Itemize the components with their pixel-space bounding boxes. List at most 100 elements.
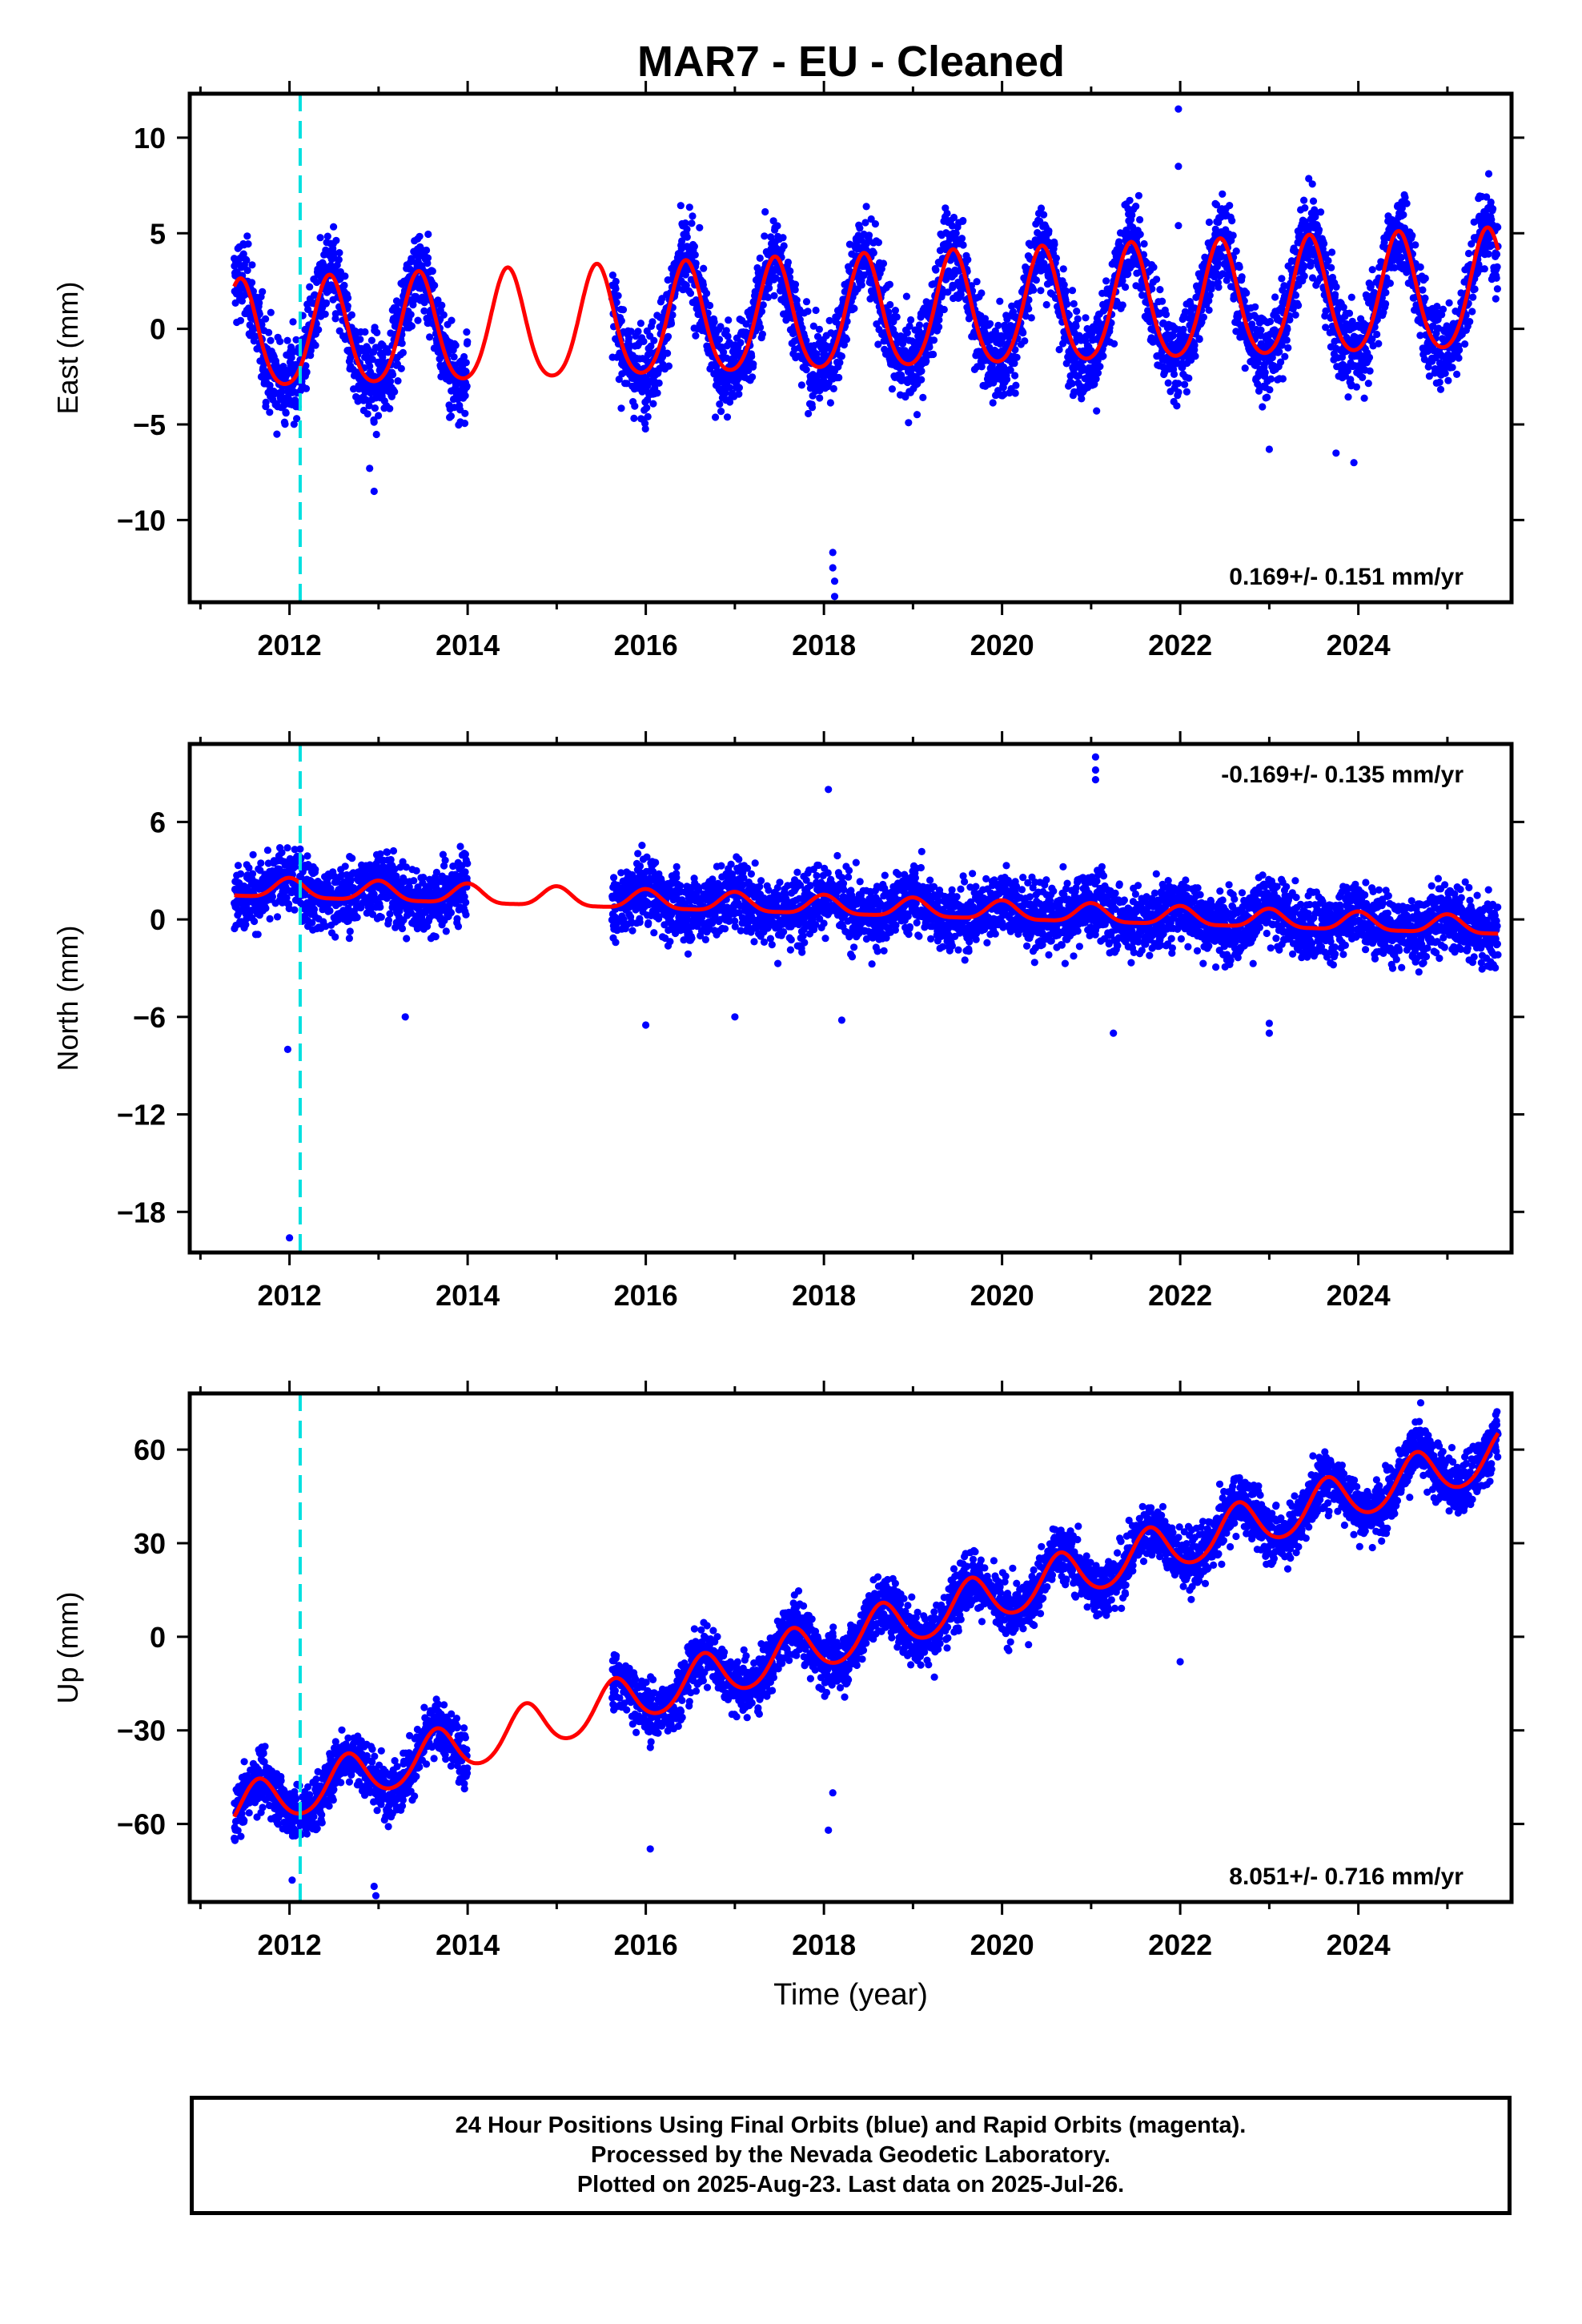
east-obs-point xyxy=(1059,265,1067,273)
east-obs-point xyxy=(625,341,633,349)
east-obs-point xyxy=(915,321,924,329)
panel-east: 2012 2014 2016 2018 2020 2022 20241050−5−10Eas… xyxy=(51,81,1524,661)
east-obs-point xyxy=(1019,329,1027,337)
east-obs-point xyxy=(677,202,685,210)
east-outlier-point xyxy=(830,577,839,585)
east-obs-point xyxy=(797,381,806,389)
east-obs-point xyxy=(1040,211,1048,219)
east-obs-point xyxy=(809,322,817,330)
east-obs-point xyxy=(612,299,620,307)
east-obs-point xyxy=(1153,275,1161,283)
north-obs-point xyxy=(303,852,311,860)
east-obs-point xyxy=(1480,265,1488,273)
east-obs-point xyxy=(1382,300,1390,308)
east-obs-point xyxy=(1185,374,1193,382)
east-obs-point xyxy=(871,220,879,228)
east-obs-point xyxy=(1291,311,1299,319)
north-obs-point xyxy=(249,850,257,858)
east-obs-point xyxy=(424,254,432,262)
east-obs-point xyxy=(1416,263,1424,271)
east-obs-point xyxy=(648,318,656,326)
east-outlier-point xyxy=(366,464,374,472)
east-obs-point xyxy=(322,299,331,307)
east-obs-point xyxy=(397,364,405,372)
east-obs-point xyxy=(1286,316,1294,324)
east-obs-point xyxy=(769,217,777,225)
east-obs-point xyxy=(1012,381,1020,389)
east-obs-point xyxy=(463,328,471,336)
north-obs-point xyxy=(296,845,304,853)
east-obs-point xyxy=(758,330,767,338)
north-obs-point xyxy=(254,931,262,939)
east-obs-point xyxy=(683,225,691,233)
east-obs-point xyxy=(643,404,651,412)
east-obs-point xyxy=(243,232,251,240)
east-obs-point xyxy=(902,292,910,300)
east-obs-point xyxy=(1191,341,1199,349)
east-obs-point xyxy=(273,430,281,438)
east-obs-point xyxy=(619,306,628,314)
east-obs-point xyxy=(784,258,793,267)
east-obs-point xyxy=(1484,250,1492,258)
east-obs-point xyxy=(617,317,625,325)
east-obs-point xyxy=(367,336,375,344)
east-obs-point xyxy=(856,224,864,232)
east-obs-point xyxy=(636,320,645,328)
north-obs-point xyxy=(263,846,271,854)
east-obs-point xyxy=(335,255,343,263)
east-obs-point xyxy=(723,413,732,421)
east-obs-point xyxy=(1408,231,1416,239)
east-obs-point xyxy=(1461,340,1469,348)
east-outlier-point xyxy=(830,593,839,601)
east-obs-point xyxy=(1441,369,1449,377)
east-obs-point xyxy=(1375,340,1383,348)
east-obs-point xyxy=(612,285,620,293)
east-obs-point xyxy=(913,411,921,419)
east-obs-point xyxy=(248,279,256,287)
east-obs-point xyxy=(1241,364,1249,372)
east-obs-point xyxy=(1421,294,1429,302)
east-obs-point xyxy=(812,306,820,315)
east-obs-point xyxy=(1266,386,1274,394)
east-obs-point xyxy=(1257,326,1265,334)
east-obs-point xyxy=(363,410,371,418)
east-obs-point xyxy=(1347,293,1355,301)
east-obs-point xyxy=(712,413,720,421)
east-obs-point xyxy=(756,254,764,262)
east-obs-point xyxy=(452,341,460,349)
east-obs-point xyxy=(1493,285,1501,293)
east-obs-point xyxy=(816,394,824,402)
east-obs-point xyxy=(236,316,245,324)
east-obs-point xyxy=(1173,402,1181,410)
east-obs-point xyxy=(919,393,927,401)
east-obs-point xyxy=(1364,380,1372,388)
north-observations xyxy=(231,753,1502,1242)
east-x-tick-label: 2016 xyxy=(614,629,678,661)
east-obs-point xyxy=(428,267,436,275)
east-obs-point xyxy=(1275,348,1283,356)
east-obs-point xyxy=(323,232,331,240)
east-obs-point xyxy=(1021,337,1029,345)
east-obs-point xyxy=(1226,202,1234,210)
east-obs-point xyxy=(1132,203,1140,211)
east-obs-point xyxy=(447,412,456,420)
east-obs-point xyxy=(773,222,781,230)
east-obs-point xyxy=(1126,196,1134,204)
east-obs-point xyxy=(886,300,894,309)
east-obs-point xyxy=(786,267,794,275)
east-obs-point xyxy=(267,336,275,344)
east-obs-point xyxy=(1050,240,1058,248)
east-obs-point xyxy=(922,357,930,365)
east-obs-point xyxy=(262,398,270,406)
east-y-axis-label: East (mm) xyxy=(51,282,84,415)
east-obs-point xyxy=(283,336,291,344)
east-obs-point xyxy=(829,384,837,392)
east-obs-point xyxy=(669,311,677,319)
east-obs-point xyxy=(1205,306,1213,314)
east-obs-point xyxy=(726,398,734,406)
east-x-tick-label: 2018 xyxy=(792,629,856,661)
east-obs-point xyxy=(1309,197,1318,205)
east-obs-point xyxy=(1419,286,1427,294)
east-obs-point xyxy=(1259,403,1267,411)
